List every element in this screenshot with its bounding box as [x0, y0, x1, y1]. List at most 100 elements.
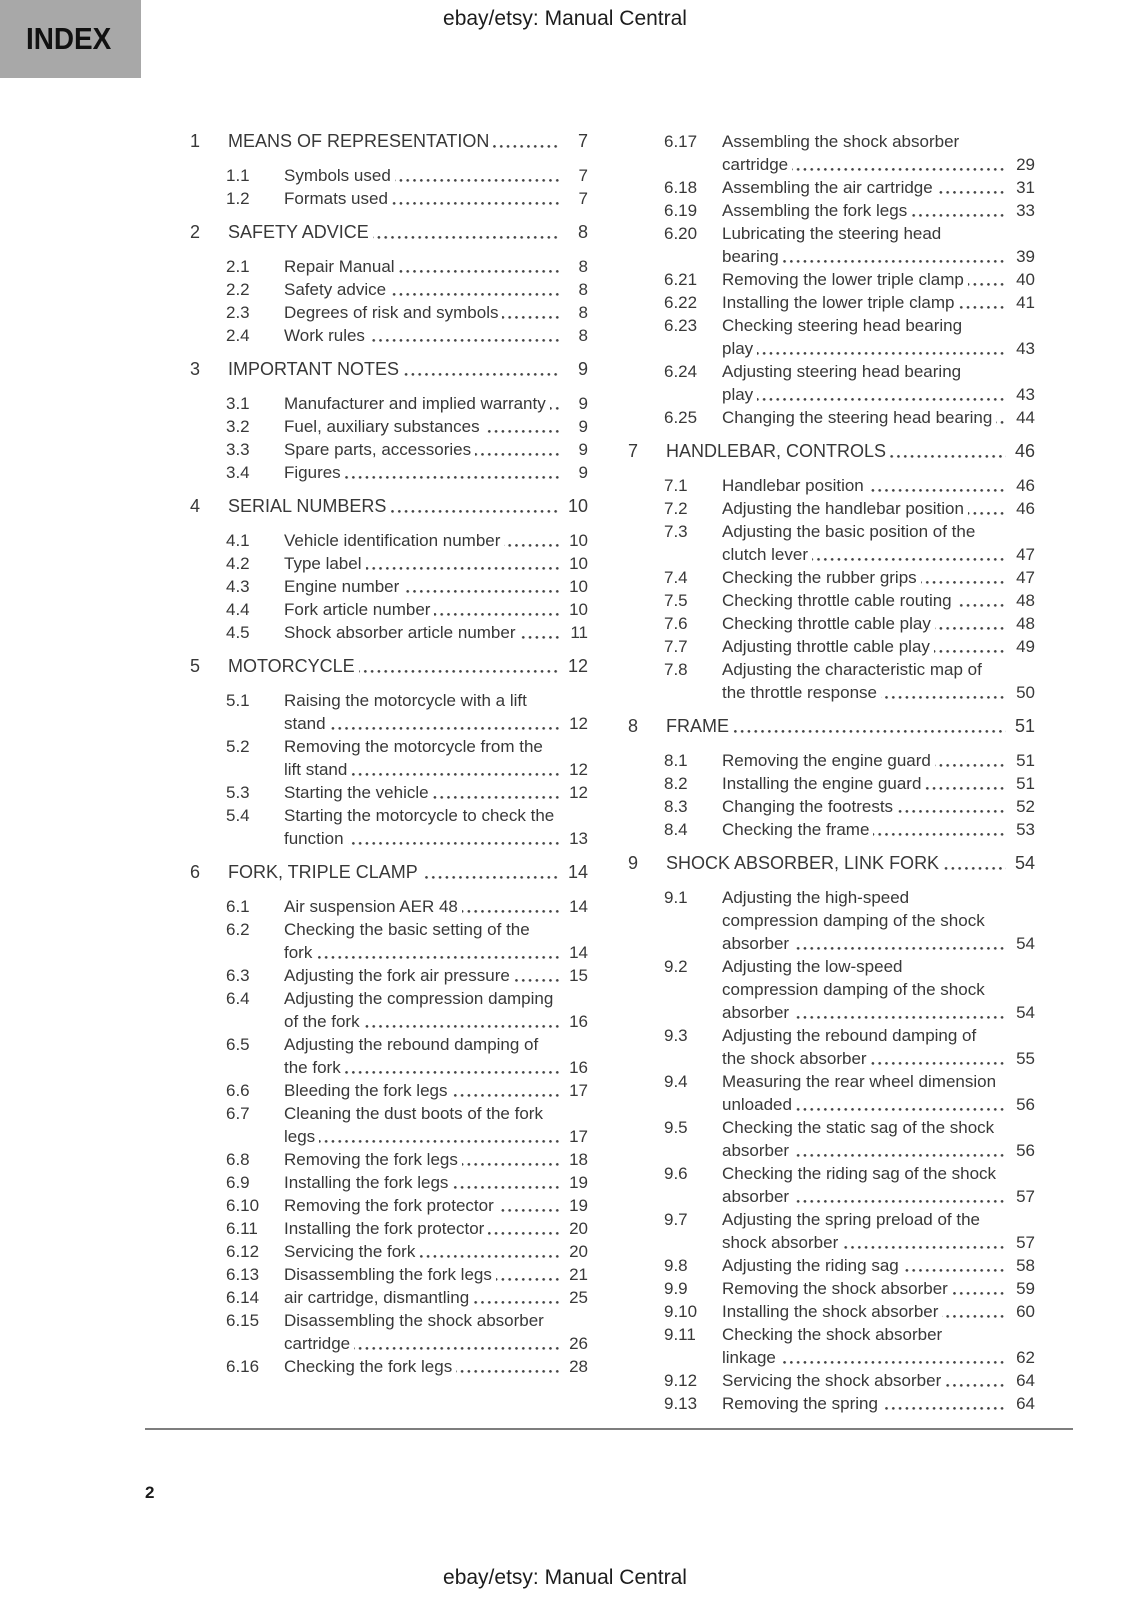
toc-entry-page: 54 [1006, 932, 1035, 955]
toc-entry-number: 2.4 [226, 326, 250, 345]
toc-leader-cell: Bleeding the fork legs [284, 1079, 559, 1102]
toc-entry-title: Checking the fork legs [284, 1357, 457, 1376]
toc-entry-title: Removing the shock absorber [722, 1279, 952, 1298]
toc-entry-page: 11 [559, 621, 588, 644]
toc-entry-title: Assembling the shock absorber cartridge [722, 132, 960, 174]
toc-item-row: 7.5 Checking throttle cable routing 48 [628, 589, 1035, 612]
toc-entry-page: 40 [1006, 268, 1035, 291]
toc-entry-title: Measuring the rear wheel dimension unloa… [722, 1072, 997, 1114]
toc-leader-cell: Adjusting the basic position of the clut… [722, 520, 1006, 566]
toc-entry-title: Adjusting the high-speed compression dam… [722, 888, 985, 953]
toc-entry-page: 15 [559, 964, 588, 987]
toc-entry-number: 6.24 [664, 362, 698, 381]
toc-entry-title: Adjusting the basic position of the clut… [722, 522, 976, 564]
toc-entry-title: Checking steering head bearing play [722, 316, 963, 358]
toc-entry-number: 7.4 [664, 568, 688, 587]
toc-entry-number: 6.14 [226, 1288, 260, 1307]
toc-entry-number: 6.9 [226, 1173, 250, 1192]
toc-entry-number: 1.2 [226, 189, 250, 208]
toc-leader-cell: Formats used [284, 187, 559, 210]
toc-item-row: 7.3 Adjusting the basic position of the c… [628, 520, 1035, 566]
toc-leader-cell: FRAME [666, 715, 1006, 738]
toc-item-row: 5.3 Starting the vehicle 12 [190, 781, 588, 804]
toc-entry-page: 19 [559, 1171, 588, 1194]
toc-item-row: 8.4 Checking the frame 53 [628, 818, 1035, 841]
toc-leader-cell: Starting the motorcycle to check the fun… [284, 804, 559, 850]
toc-chapter-row: 5 MOTORCYCLE 12 [190, 655, 588, 678]
toc-entry-title: HANDLEBAR, CONTROLS [666, 441, 891, 461]
toc-leader-cell: Checking throttle cable routing [722, 589, 1006, 612]
toc-item-row: 6.22 Installing the lower triple clamp 41 [628, 291, 1035, 314]
toc-item-row: 6.19 Assembling the fork legs 33 [628, 199, 1035, 222]
toc-entry-page: 8 [559, 301, 588, 324]
toc-leader-cell: Assembling the air cartridge [722, 176, 1006, 199]
toc-entry-page: 12 [559, 655, 588, 678]
toc-entry-title: Adjusting the compression damping of the… [284, 989, 554, 1031]
toc-item-row: 2.2 Safety advice 8 [190, 278, 588, 301]
toc-item-row: 9.12 Servicing the shock absorber 64 [628, 1369, 1035, 1392]
toc-entry-page: 12 [559, 758, 588, 781]
toc-entry-number: 6.19 [664, 201, 698, 220]
toc-item-row: 3.2 Fuel, auxiliary substances 9 [190, 415, 588, 438]
toc-entry-page: 9 [559, 415, 588, 438]
header-title: ebay/etsy: Manual Central [443, 7, 687, 30]
toc-chapter-row: 2 SAFETY ADVICE 8 [190, 221, 588, 244]
toc-item-row: 9.6 Checking the riding sag of the shock … [628, 1162, 1035, 1208]
toc-leader-cell: SAFETY ADVICE [228, 221, 559, 244]
toc-entry-number: 5.1 [226, 691, 250, 710]
toc-entry-title: Installing the shock absorber [722, 1302, 943, 1321]
toc-entry-number: 6.23 [664, 316, 698, 335]
toc-leader-cell: Removing the fork protector [284, 1194, 559, 1217]
toc-item-row: 7.2 Adjusting the handlebar position 46 [628, 497, 1035, 520]
toc-leader-cell: FORK, TRIPLE CLAMP [228, 861, 559, 884]
toc-leader-cell: Removing the engine guard [722, 749, 1006, 772]
toc-item-row: 1.2 Formats used 7 [190, 187, 588, 210]
toc-leader-cell: air cartridge, dismantling [284, 1286, 559, 1309]
toc-entry-number: 6.2 [226, 920, 250, 939]
toc-entry-number: 9 [628, 853, 639, 873]
toc-leader-cell: Servicing the fork [284, 1240, 559, 1263]
toc-leader-cell: MEANS OF REPRESENTATION [228, 130, 559, 153]
toc-entry-page: 43 [1006, 383, 1035, 406]
toc-leader-cell: Degrees of risk and symbols [284, 301, 559, 324]
toc-entry-page: 17 [559, 1125, 588, 1148]
toc-entry-number: 7 [628, 441, 639, 461]
toc-entry-title: Assembling the fork legs [722, 201, 912, 220]
toc-item-row: 6.7 Cleaning the dust boots of the fork l… [190, 1102, 588, 1148]
toc-entry-number: 2.3 [226, 303, 250, 322]
toc-entry-page: 62 [1006, 1346, 1035, 1369]
toc-entry-number: 3.3 [226, 440, 250, 459]
toc-entry-page: 12 [559, 781, 588, 804]
toc-entry-title: Changing the steering head bearing [722, 408, 997, 427]
toc-item-row: 8.3 Changing the footrests 52 [628, 795, 1035, 818]
toc-entry-page: 51 [1006, 749, 1035, 772]
toc-entry-title: SHOCK ABSORBER, LINK FORK [666, 853, 944, 873]
toc-entry-page: 8 [559, 221, 588, 244]
toc-entry-number: 2 [190, 222, 201, 242]
toc-leader-cell: Measuring the rear wheel dimension unloa… [722, 1070, 1006, 1116]
toc-leader-cell: Shock absorber article number [284, 621, 559, 644]
toc-leader-cell: Installing the fork legs [284, 1171, 559, 1194]
toc-item-row: 6.5 Adjusting the rebound damping of the … [190, 1033, 588, 1079]
toc-entry-number: 7.3 [664, 522, 688, 541]
page-footer: ebay/etsy: Manual Central [0, 1566, 1130, 1590]
toc-item-row: 6.16 Checking the fork legs 28 [190, 1355, 588, 1378]
toc-entry-number: 9.11 [664, 1325, 696, 1344]
toc-entry-page: 8 [559, 255, 588, 278]
toc-leader-cell: Installing the engine guard [722, 772, 1006, 795]
toc-entry-title: Adjusting the rebound damping of the for… [284, 1035, 539, 1077]
toc-entry-page: 7 [559, 130, 588, 153]
toc-entry-number: 6.3 [226, 966, 250, 985]
toc-entry-number: 9.7 [664, 1210, 688, 1229]
toc-entry-number: 8.3 [664, 797, 688, 816]
index-tab: INDEX [0, 0, 141, 78]
toc-entry-page: 10 [559, 529, 588, 552]
toc-entry-title: Removing the lower triple clamp [722, 270, 968, 289]
toc-entry-page: 50 [1006, 681, 1035, 704]
toc-entry-page: 28 [559, 1355, 588, 1378]
toc-item-row: 6.2 Checking the basic setting of the for… [190, 918, 588, 964]
toc-leader-cell: Fuel, auxiliary substances [284, 415, 559, 438]
toc-leader-cell: Changing the steering head bearing [722, 406, 1006, 429]
toc-entry-page: 51 [1006, 772, 1035, 795]
toc-entry-title: SERIAL NUMBERS [228, 496, 391, 516]
